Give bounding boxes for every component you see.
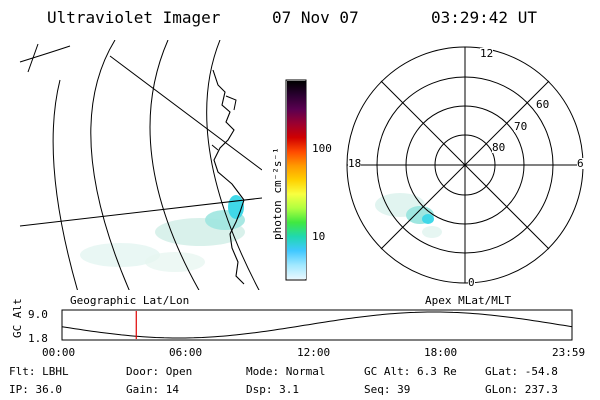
mlt-label-0: 0 xyxy=(468,276,475,289)
dsp-info: Dsp: 3.1 xyxy=(246,383,299,396)
timeline-tick-2359: 23:59 xyxy=(552,346,586,359)
colorbar-tick-10: 10 xyxy=(312,230,326,243)
timeline-ymin: 1.8 xyxy=(28,332,48,345)
mlat-label-80: 80 xyxy=(492,141,506,154)
gain-info: Gain: 14 xyxy=(126,383,179,396)
timeline-tick-1200: 12:00 xyxy=(297,346,331,359)
mlat-label-70: 70 xyxy=(514,120,528,133)
timeline-tick-1800: 18:00 xyxy=(424,346,458,359)
timeline-axis-label: GC Alt xyxy=(11,298,24,338)
colorbar-gradient xyxy=(287,81,306,279)
seq-info: Seq: 39 xyxy=(364,383,411,396)
glon-info: GLon: 237.3 xyxy=(485,383,558,396)
instrument-title: Ultraviolet Imager xyxy=(47,8,221,27)
mlt-label-18: 18 xyxy=(348,157,362,170)
colorbar xyxy=(285,79,307,281)
mlt-label-12: 12 xyxy=(480,47,494,60)
mode-info: Mode: Normal xyxy=(246,365,326,378)
apex-caption: Apex MLat/MLT xyxy=(425,294,512,307)
flt-info: Flt: LBHL xyxy=(9,365,69,378)
timeline-tick-0000: 00:00 xyxy=(42,346,76,359)
timeline-tick-0600: 06:00 xyxy=(169,346,203,359)
ip-info: IP: 36.0 xyxy=(9,383,62,396)
date-label: 07 Nov 07 xyxy=(272,8,359,27)
mlat-label-60: 60 xyxy=(536,98,550,111)
timeline-ymax: 9.0 xyxy=(28,308,48,321)
time-label: 03:29:42 UT xyxy=(431,8,537,27)
mlt-label-6: 6 xyxy=(577,157,584,170)
glat-info: GLat: -54.8 xyxy=(485,365,558,378)
aurora-region-geo xyxy=(80,195,245,272)
gc-alt-info: GC Alt: 6.3 Re xyxy=(364,365,457,378)
colorbar-tick-100: 100 xyxy=(312,142,332,155)
door-info: Door: Open xyxy=(126,365,193,378)
geographic-caption: Geographic Lat/Lon xyxy=(70,294,190,307)
